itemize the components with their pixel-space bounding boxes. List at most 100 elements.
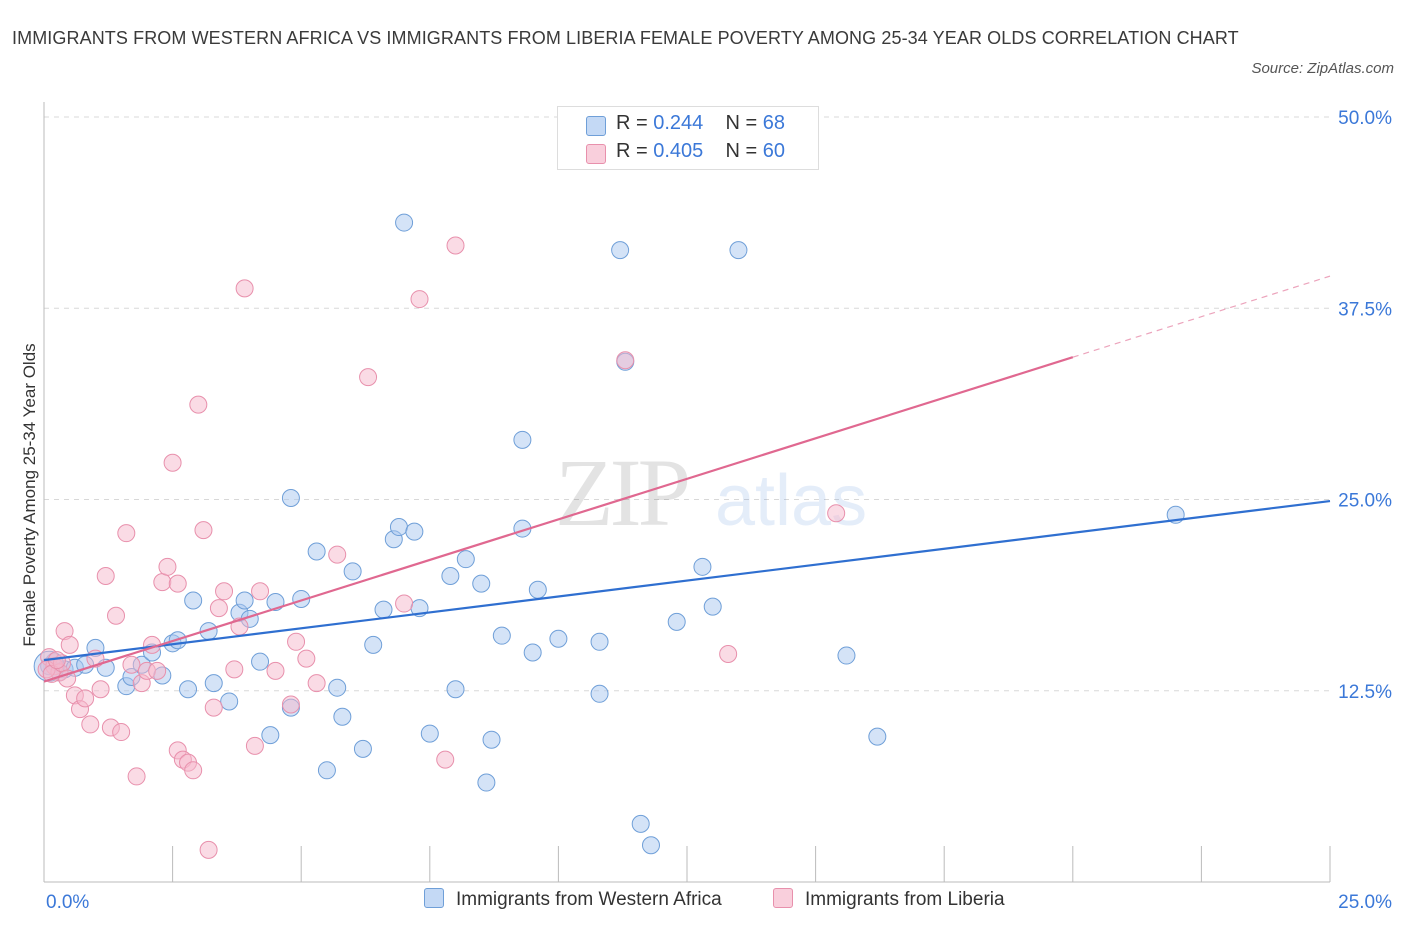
chart-title: IMMIGRANTS FROM WESTERN AFRICA VS IMMIGR… [12,28,1239,48]
data-point-western-africa [353,739,372,758]
data-point-liberia [112,723,131,742]
data-point-western-africa [492,626,511,645]
y-tick-label: 37.5% [1338,299,1392,320]
data-point-liberia [163,453,182,472]
data-point-liberia [199,840,218,859]
data-point-liberia [96,567,115,585]
data-point-liberia [245,736,264,755]
data-point-western-africa [482,730,501,749]
data-point-liberia [91,680,110,699]
source-label: Source: ZipAtlas.com [1251,60,1394,77]
data-point-liberia [235,279,254,298]
x-tick-label: 0.0% [46,892,89,913]
data-point-liberia [719,645,738,664]
data-point-liberia [189,395,208,414]
data-point-western-africa [513,430,532,449]
data-point-liberia [297,649,316,668]
data-point-liberia [60,635,79,654]
data-point-liberia [287,632,306,651]
data-point-western-africa [590,632,609,651]
data-point-western-africa [420,724,439,743]
trend-line-western-africa [43,499,1331,662]
data-point-liberia [395,594,414,613]
data-point-western-africa [220,692,239,711]
watermark-atlas: atlas [715,461,867,541]
legend-swatch-pink [586,144,606,164]
data-point-western-africa [729,241,748,260]
data-point-liberia [436,750,455,769]
data-point-liberia [204,698,223,717]
data-point-western-africa [441,567,460,585]
data-point-liberia [81,715,100,734]
data-point-liberia [168,574,187,593]
data-point-western-africa [364,635,383,654]
data-point-liberia [184,761,203,780]
data-point-western-africa [328,678,347,697]
data-point-western-africa [333,707,352,726]
data-point-western-africa [611,241,630,260]
x-tick-label: 25.0% [1338,892,1392,913]
data-point-western-africa [446,680,465,699]
data-point-liberia [153,573,172,592]
data-point-western-africa [523,643,542,662]
data-point-western-africa [641,836,660,855]
data-point-liberia [58,669,77,688]
data-point-liberia [328,545,347,564]
data-point-liberia [158,557,177,576]
r-value: 0.244 [653,112,704,134]
trend-line-liberia [43,356,1074,683]
legend-swatch-blue [586,116,606,136]
bottom-legend-liberia: Immigrants from Liberia [773,888,1005,911]
data-point-western-africa [405,522,424,541]
y-tick-label: 50.0% [1338,108,1392,129]
data-point-western-africa [374,600,393,619]
n-value: 68 [762,112,786,134]
data-point-western-africa [261,726,280,745]
data-point-liberia [251,582,270,601]
data-point-liberia [225,660,244,679]
data-point-liberia [827,504,846,523]
legend-text: R = 0.405 N = 60 [616,140,785,163]
bottom-legend-western-africa: Immigrants from Western Africa [424,888,722,911]
correlation-legend: R = 0.244 N = 68 R = 0.405 N = 60 [557,106,819,170]
data-point-liberia [148,661,167,680]
bottom-legend-label: Immigrants from Western Africa [456,889,722,910]
tick-labels: 12.5% 25.0% 37.5% 50.0% 0.0% 25.0% [46,108,1392,913]
data-point-liberia [616,351,635,370]
data-point-western-africa [251,652,270,671]
data-point-western-africa [477,773,496,792]
n-label: N = [725,140,758,162]
r-label: R = [616,112,648,134]
data-point-western-africa [389,518,408,537]
data-point-liberia [117,524,136,543]
data-point-liberia [359,368,378,387]
data-point-western-africa [307,542,326,561]
trend-line-extension [1072,275,1331,358]
data-point-western-africa [343,562,362,581]
bottom-legend-label: Immigrants from Liberia [805,889,1005,910]
data-point-western-africa [868,727,887,746]
trend-lines [43,275,1331,683]
data-point-western-africa [456,550,475,569]
r-label: R = [616,140,648,162]
data-point-western-africa [703,597,722,616]
data-point-liberia [446,236,465,255]
bottom-legend-swatch-pink [773,888,793,908]
n-value: 60 [762,140,786,162]
data-point-western-africa [317,761,336,780]
r-value: 0.405 [653,140,704,162]
y-axis-label: Female Poverty Among 25-34 Year Olds [20,343,39,646]
data-point-liberia [307,674,326,693]
data-point-western-africa [528,580,547,599]
data-point-liberia [281,695,300,714]
data-point-liberia [76,689,95,708]
data-point-liberia [215,582,234,601]
data-point-western-africa [667,612,686,631]
data-point-western-africa [395,213,414,232]
axes [43,102,1331,883]
bottom-legend-swatch-blue [424,888,444,908]
data-point-western-africa [837,646,856,665]
data-point-western-africa [204,674,223,693]
data-point-liberia [209,599,228,618]
